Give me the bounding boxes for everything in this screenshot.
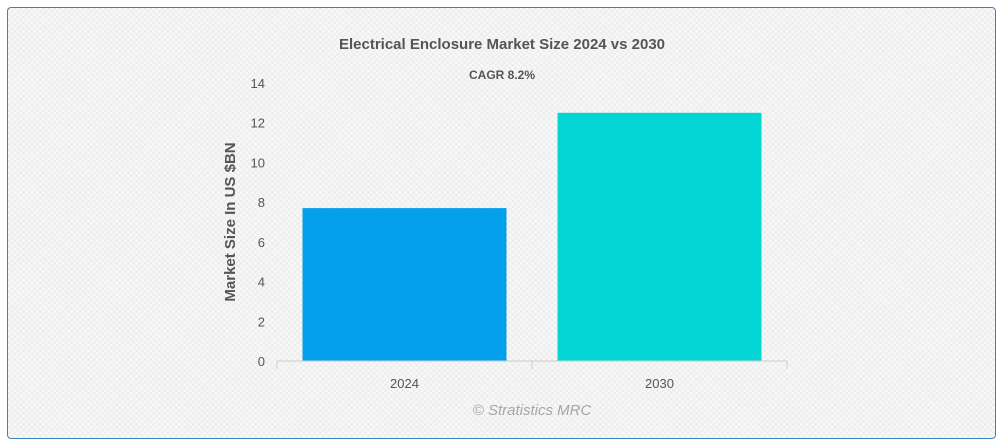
credit-text: © Stratistics MRC xyxy=(473,402,592,419)
x-tick-label: 2024 xyxy=(390,376,419,391)
chart-subtitle: CAGR 8.2% xyxy=(469,68,535,82)
x-axis-ticks: 2024 2030 xyxy=(276,361,788,391)
y-axis-label: Market Size In US $BN xyxy=(222,142,239,301)
x-tick-label: 2030 xyxy=(645,376,674,391)
chart-title: Electrical Enclosure Market Size 2024 vs… xyxy=(339,36,665,53)
bar-2024 xyxy=(302,208,507,361)
bar-2030 xyxy=(557,112,762,362)
y-tick-label: 2 xyxy=(258,314,265,329)
y-tick-label: 6 xyxy=(258,235,265,250)
y-tick-label: 8 xyxy=(258,195,265,210)
y-axis-ticks: 0 2 4 6 8 10 12 14 xyxy=(251,76,265,369)
bars-group xyxy=(302,112,762,362)
y-tick-label: 12 xyxy=(251,116,265,131)
y-tick-label: 10 xyxy=(251,155,265,170)
y-tick-label: 0 xyxy=(258,354,265,369)
y-tick-label: 14 xyxy=(251,76,265,91)
y-tick-label: 4 xyxy=(258,275,265,290)
